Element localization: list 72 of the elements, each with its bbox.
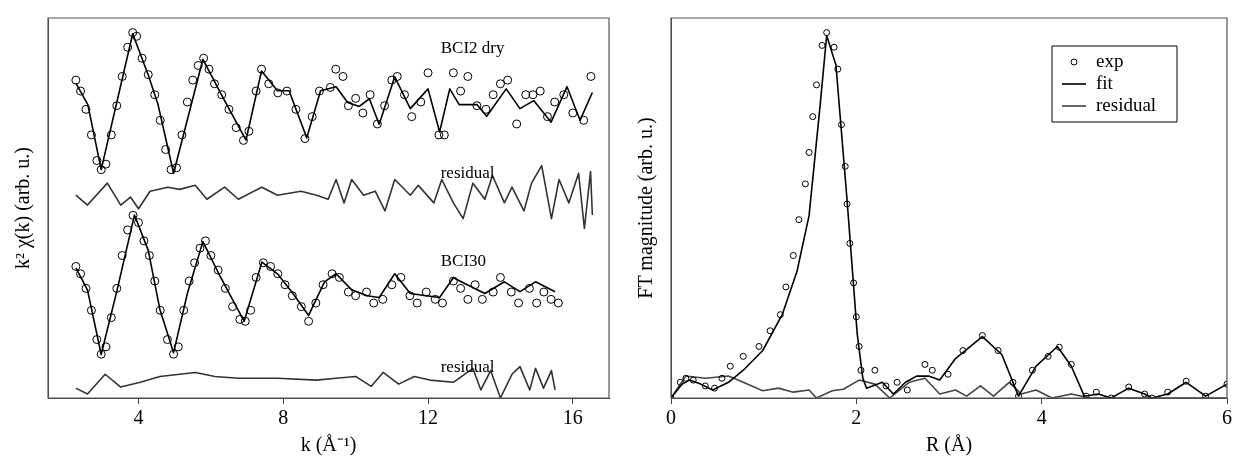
point [676, 378, 684, 386]
legend-label: fit [1096, 71, 1114, 93]
x-tick-label: 8 [278, 406, 289, 429]
point [795, 216, 803, 224]
point [1182, 377, 1190, 385]
annotation: BCI2 dry [440, 37, 505, 57]
point [978, 332, 986, 340]
point [959, 347, 967, 354]
point [852, 313, 860, 321]
legend-label: exp [1096, 49, 1124, 71]
annotation: BCI30 [440, 250, 487, 270]
point [893, 378, 901, 386]
point [1141, 390, 1149, 398]
point [1164, 388, 1172, 396]
point [755, 342, 763, 350]
point [809, 113, 817, 121]
point [711, 384, 719, 392]
point [739, 352, 747, 360]
point [1125, 383, 1133, 391]
point [789, 252, 797, 259]
point [850, 279, 858, 287]
point [830, 43, 838, 51]
point [834, 65, 842, 73]
point [1202, 392, 1210, 398]
point [928, 366, 936, 374]
point [718, 374, 726, 382]
x-tick-label: 6 [1222, 406, 1232, 429]
annotation: residual [440, 163, 495, 183]
x-axis-title: R (Å) [925, 433, 973, 457]
point [805, 148, 813, 156]
point [782, 283, 790, 291]
point [1009, 378, 1017, 386]
x-tick-label: 4 [1036, 406, 1047, 429]
point [846, 239, 854, 247]
x-tick-label: 2 [851, 406, 862, 429]
point [843, 200, 851, 208]
point [682, 374, 690, 382]
point [944, 370, 952, 378]
point [801, 180, 809, 188]
point [701, 382, 709, 390]
x-tick-label: 4 [133, 406, 144, 429]
point [766, 327, 774, 335]
point [776, 311, 784, 319]
point [903, 386, 911, 394]
point [871, 366, 879, 374]
point [994, 347, 1002, 354]
point [1044, 352, 1052, 360]
annotation: residual [440, 357, 495, 377]
point [812, 81, 820, 89]
point [838, 121, 846, 129]
point [1082, 392, 1090, 398]
x-tick-label: 16 [562, 406, 583, 429]
point [1055, 343, 1063, 351]
point [855, 342, 863, 350]
point [882, 382, 890, 390]
point [1015, 392, 1022, 398]
point [1028, 366, 1036, 374]
point [857, 366, 865, 374]
y-axis-title: FT magnitude (arb. u.) [634, 117, 658, 299]
y-axis-title: k² χ(k) (arb. u.) [11, 146, 35, 270]
legend-label: residual [1096, 93, 1157, 115]
point [921, 360, 929, 368]
point [1092, 388, 1100, 396]
point [1067, 360, 1075, 368]
x-axis-title: k (Å⁻¹) [300, 433, 357, 457]
point [841, 162, 849, 170]
point [818, 41, 826, 49]
point [823, 29, 831, 37]
x-tick-label: 12 [418, 406, 439, 429]
x-tick-label: 0 [666, 406, 676, 429]
point [726, 362, 734, 370]
point [689, 376, 697, 384]
